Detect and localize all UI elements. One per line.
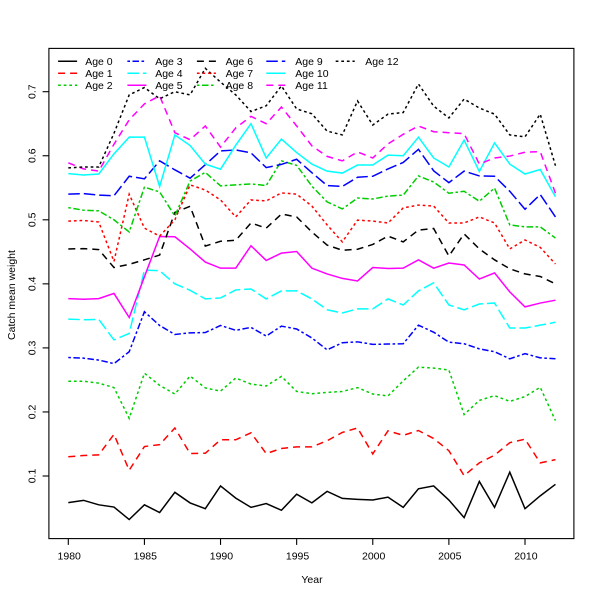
- svg-text:Age 1: Age 1: [85, 68, 113, 80]
- svg-text:0.1: 0.1: [27, 469, 39, 484]
- svg-text:2005: 2005: [438, 551, 462, 563]
- svg-text:Age 9: Age 9: [295, 56, 323, 68]
- svg-text:1985: 1985: [134, 551, 158, 563]
- svg-text:Age 4: Age 4: [155, 68, 183, 80]
- svg-text:Age 3: Age 3: [155, 56, 183, 68]
- svg-text:Age 8: Age 8: [226, 80, 254, 92]
- svg-text:Year: Year: [301, 574, 323, 586]
- svg-text:2000: 2000: [362, 551, 386, 563]
- svg-text:1980: 1980: [58, 551, 82, 563]
- svg-text:Age 7: Age 7: [226, 68, 254, 80]
- svg-text:Age 2: Age 2: [85, 80, 113, 92]
- svg-text:0.4: 0.4: [27, 276, 39, 291]
- svg-text:0.5: 0.5: [27, 212, 39, 227]
- svg-text:0.7: 0.7: [27, 84, 39, 99]
- svg-text:Age 5: Age 5: [155, 80, 183, 92]
- svg-text:1990: 1990: [210, 551, 234, 563]
- svg-text:Age 10: Age 10: [295, 68, 328, 80]
- svg-text:Age 12: Age 12: [365, 56, 398, 68]
- svg-text:Age 6: Age 6: [226, 56, 254, 68]
- svg-text:0.3: 0.3: [27, 340, 39, 355]
- svg-text:Age 0: Age 0: [85, 56, 113, 68]
- svg-text:1995: 1995: [286, 551, 310, 563]
- svg-text:Age 11: Age 11: [295, 80, 328, 92]
- svg-text:Catch mean weight: Catch mean weight: [6, 250, 18, 340]
- svg-text:0.6: 0.6: [27, 148, 39, 163]
- svg-text:0.2: 0.2: [27, 404, 39, 419]
- svg-text:2010: 2010: [514, 551, 538, 563]
